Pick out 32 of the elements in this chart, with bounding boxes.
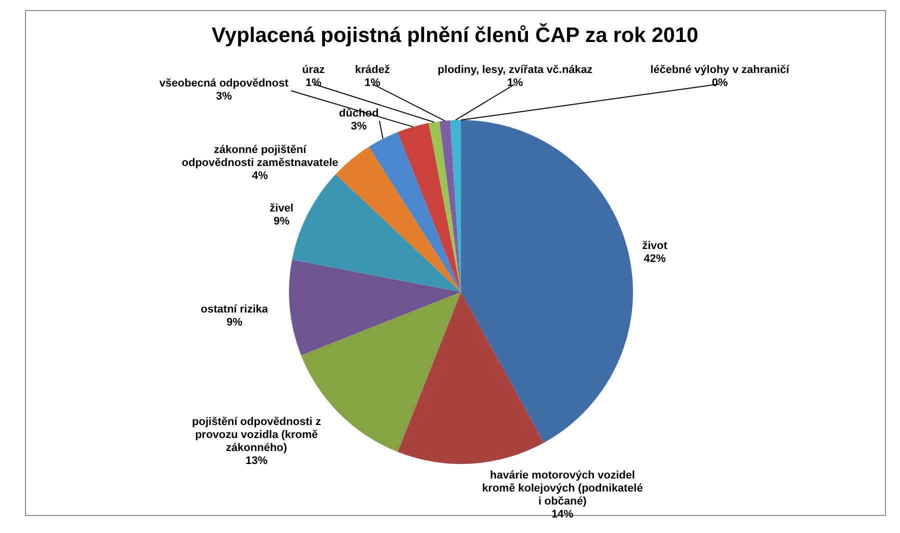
data-label: 4% (252, 170, 268, 182)
pie-slice (368, 132, 461, 292)
data-label: 13% (245, 455, 268, 468)
slice-label: život (642, 240, 668, 252)
slice-label: havárie motorových vozidel kromě kolejových (podnikatelé i občané) (482, 470, 643, 508)
slice-label: všeobecná odpovědnost (159, 78, 289, 90)
data-label: 1% (507, 77, 524, 89)
pie-slice (398, 123, 461, 292)
chart-title: Vyplacená pojistná plnění členů ČAP za rok 2010 (212, 23, 698, 47)
slice-label: živel (270, 202, 294, 214)
slice-label: úraz (302, 64, 326, 76)
category-label: léčebné výlohy v zahraničí (650, 64, 790, 76)
pie-slice (428, 121, 461, 292)
data-label: 9% (226, 316, 243, 328)
data-label: 3% (350, 120, 368, 133)
data-label: 1% (305, 77, 322, 89)
text: 0% (712, 77, 728, 89)
data-label: 14% (551, 508, 574, 521)
pie-slice (439, 120, 461, 292)
data-label: 1% (364, 77, 381, 89)
pie-slice (289, 260, 461, 356)
pie-slice (398, 292, 544, 464)
data-label: 42% (644, 253, 666, 266)
slice-label: krádež (354, 64, 390, 76)
data-label: 3% (216, 90, 232, 103)
slice-label: zákonné pojištění odpovědnosti zaměstnavatele (182, 144, 338, 170)
pie-slice (292, 174, 461, 292)
pie-slice (461, 120, 633, 443)
data-label: 9% (274, 215, 290, 228)
slice-label: pojištění odpovědnosti z provozu vozidla (kromě zákonného) (192, 416, 322, 454)
slice-label: ostatní rizika (200, 303, 269, 316)
slice-label: plodiny, lesy, zvířata vč.nákaz (438, 64, 594, 76)
